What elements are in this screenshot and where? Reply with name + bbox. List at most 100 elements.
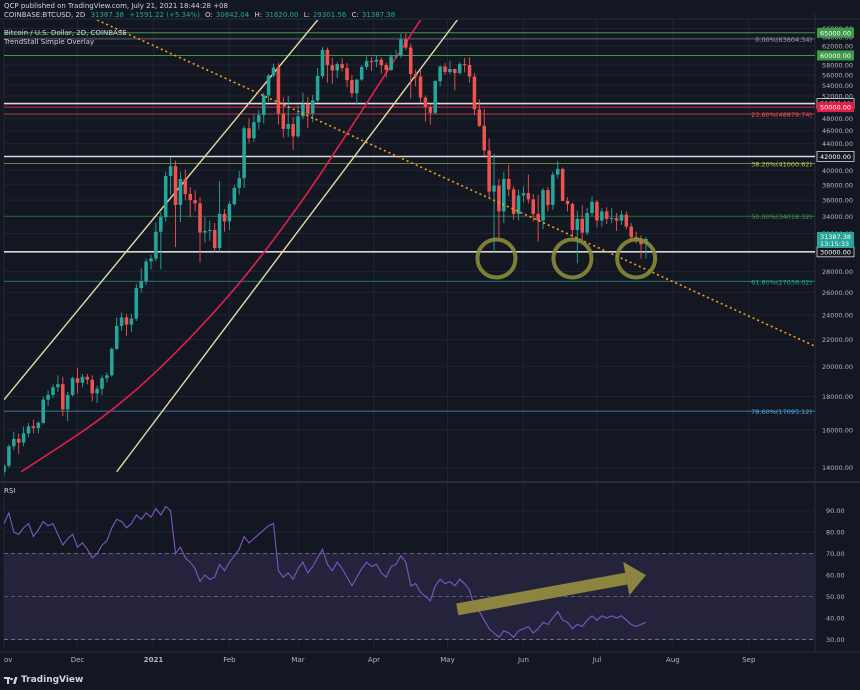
candle-body (315, 76, 320, 101)
candle-body (100, 378, 104, 389)
candle-body (404, 39, 408, 48)
candle-body (281, 113, 286, 129)
rsi-tick-label: 90.00 (826, 507, 845, 515)
candle-body (433, 81, 437, 113)
price-tick-label: 52000.00 (822, 92, 853, 100)
candle-body (384, 65, 388, 70)
indicator-name[interactable]: TrendStall Simple Overlay (4, 38, 95, 46)
price-tick-label: 16000.00 (822, 426, 853, 434)
candle-body (217, 213, 222, 249)
time-tick-label: May (440, 656, 454, 664)
candle-body (531, 199, 535, 214)
candle-body (526, 193, 531, 200)
candle-body (487, 150, 491, 192)
candle-body (51, 387, 55, 395)
candle-body (624, 214, 629, 227)
price-tick-label: 20000.00 (822, 363, 853, 371)
level-tag (817, 27, 854, 38)
price-tick-label: 36000.00 (822, 197, 853, 205)
candle-body (129, 318, 134, 325)
time-tick-label: Jun (517, 656, 529, 664)
time-tick-label: Apr (368, 656, 380, 664)
level-tag-label: 50000.00 (820, 104, 851, 112)
rsi-tick-label: 50.00 (826, 593, 845, 601)
rsi-line (4, 505, 647, 639)
candle-body (114, 325, 119, 349)
candle-body (119, 317, 124, 326)
candle-body (580, 218, 584, 233)
candle-body (590, 201, 594, 214)
candle-body (26, 426, 31, 434)
candle-body (266, 75, 271, 96)
candle-body (443, 66, 447, 72)
price-tick-label: 54000.00 (822, 82, 853, 90)
rsi-tick-label: 30.00 (826, 636, 845, 644)
candle-body (232, 187, 237, 205)
candle-body (413, 73, 418, 77)
candle-body (619, 214, 624, 221)
candle-body (21, 433, 26, 443)
candle-body (306, 104, 310, 114)
chart-title-line[interactable]: Bitcoin / U.S. Dollar, 2D, COINBASE (4, 29, 130, 37)
candle-body (139, 281, 143, 289)
price-tick-label: 18000.00 (822, 393, 853, 401)
rsi-pane (4, 505, 815, 640)
candle-body (379, 59, 384, 66)
indicator-line[interactable]: TrendStall Simple Overlay (4, 38, 97, 46)
candle-body (193, 200, 197, 204)
candle-body (448, 68, 452, 72)
candle-body (31, 426, 36, 429)
fib-label: 23.60%(48879.74) (751, 111, 812, 119)
tradingview-brand[interactable]: TradingView (4, 675, 83, 685)
level-tag (817, 102, 854, 113)
candle-body (222, 213, 227, 222)
candle-body (595, 201, 599, 221)
chart-title[interactable]: Bitcoin / U.S. Dollar, 2D, COINBASE (4, 29, 127, 37)
candle-body (61, 384, 65, 410)
rsi-title-line[interactable]: RSI (4, 487, 18, 495)
candle-body (428, 107, 433, 113)
rsi-title[interactable]: RSI (4, 487, 16, 495)
price-tick-label: 26000.00 (822, 289, 853, 297)
candle-body (291, 124, 295, 137)
candle-body (482, 125, 486, 151)
high-label: H: (254, 11, 263, 19)
candle-body (7, 446, 11, 466)
time-tick-label: Feb (223, 656, 236, 664)
countdown-label: 13:15:33 (820, 240, 849, 248)
candle-body (614, 218, 619, 221)
candle-body (516, 195, 521, 214)
candle-body (16, 438, 21, 443)
price-tick-label: 14000.00 (822, 464, 853, 472)
candle-body (90, 379, 94, 394)
candle-body (301, 104, 305, 117)
channel-line (4, 20, 319, 401)
candle-body (502, 178, 506, 212)
candle-body (325, 49, 330, 66)
last-price: 31387.38 (90, 11, 124, 19)
candle-body (70, 378, 75, 395)
price-tick-label: 62000.00 (822, 43, 853, 51)
price-tick-label: 22000.00 (822, 336, 853, 344)
candle-body (4, 465, 6, 472)
parabolic-curve (20, 20, 422, 473)
candle-body (477, 109, 482, 126)
price-tick-label: 46000.00 (822, 127, 853, 135)
published-text: QCP published on TradingView.com, July 2… (4, 2, 228, 10)
candle-body (506, 178, 511, 190)
candle-body (418, 76, 423, 98)
time-tick-label: Aug (666, 656, 680, 664)
candle-body (276, 67, 281, 114)
price-tick-label: 38000.00 (822, 181, 853, 189)
price-tick-label: 58000.00 (822, 62, 853, 70)
candle-body (629, 226, 634, 238)
candle-body (252, 122, 256, 139)
candle-body (178, 178, 183, 205)
price-tick-label: 34000.00 (822, 213, 853, 221)
open-label: O: (205, 11, 213, 19)
level-tag-label: 65000.00 (820, 29, 851, 37)
close-label: C: (351, 11, 359, 19)
price-tick-label: 56000.00 (822, 71, 853, 79)
candle-body (237, 178, 241, 188)
